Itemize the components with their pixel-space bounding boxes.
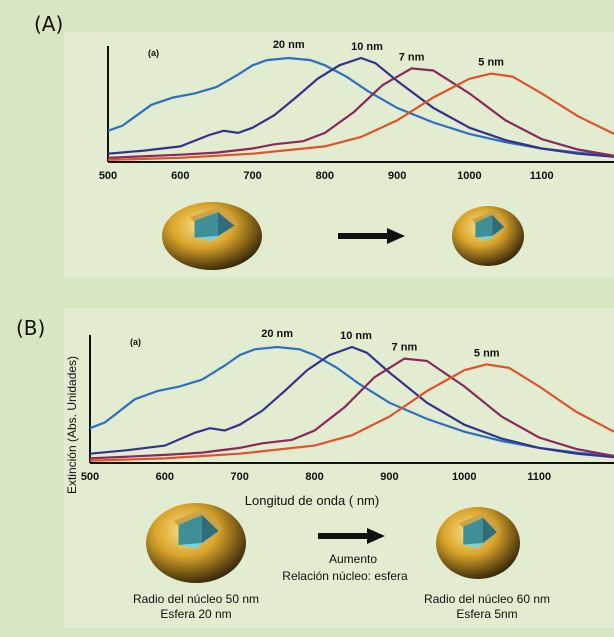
panel-a: (A) 500 600 700 800 900 1000 1100 20 nm 10 nm 7 n…	[0, 0, 614, 285]
x-tick-label: 600	[171, 170, 189, 182]
series-label: 10 nm	[351, 41, 383, 53]
series-label: 7 nm	[399, 51, 425, 63]
arrow-icon	[318, 528, 385, 544]
series-line-10nm	[107, 56, 614, 158]
series-line-7nm	[89, 357, 614, 460]
arrow-caption-line1: Aumento	[329, 552, 377, 566]
x-tick-label: 800	[316, 170, 334, 182]
x-tick-label: 600	[156, 471, 174, 483]
shell-right-line1: Radio del núcleo 60 nm	[424, 592, 550, 606]
series-line-5nm	[107, 72, 614, 161]
panel-b-label: (B)	[16, 316, 46, 340]
series-label: 5 nm	[474, 347, 500, 359]
x-tick-label: 1100	[530, 170, 554, 182]
shell-illustration-left	[162, 202, 262, 270]
series-line-20nm	[89, 345, 614, 458]
x-tick-label: 900	[388, 170, 406, 182]
series-line-7nm	[107, 67, 614, 159]
shell-left-line1: Radio del núcleo 50 nm	[133, 592, 259, 606]
series-label: 10 nm	[340, 330, 372, 342]
x-tick-label: 1000	[457, 170, 481, 182]
x-tick-label: 800	[305, 471, 323, 483]
shell-right-line2: Esfera 5nm	[456, 607, 517, 621]
y-axis-label: Extinción (Abs. Unidades)	[65, 356, 79, 494]
arrow-caption-line2: Relación núcleo: esfera	[282, 569, 408, 583]
chart-b: 500 600 700 800 900 1000 1100 20 nm 10 nm 7 nm 5 n…	[65, 328, 614, 621]
x-tick-label: 700	[243, 170, 261, 182]
x-tick-label: 500	[81, 471, 99, 483]
arrow-icon	[338, 228, 405, 244]
panel-tag: (a)	[130, 337, 141, 347]
x-tick-label: 700	[231, 471, 249, 483]
shell-illustration-right	[436, 507, 520, 579]
panel-tag: (a)	[148, 48, 159, 58]
x-axis-label: Longitud de onda ( nm)	[245, 493, 379, 508]
series-line-5nm	[89, 363, 614, 462]
series-label: 20 nm	[273, 39, 305, 51]
series-line-20nm	[107, 56, 614, 157]
panel-b-background	[64, 308, 614, 628]
x-tick-label: 500	[99, 170, 117, 182]
panel-a-label: (A)	[34, 12, 64, 36]
x-tick-label: 1100	[527, 471, 551, 483]
shell-illustration-left	[146, 503, 246, 583]
shell-illustration-right	[452, 206, 524, 266]
series-label: 20 nm	[261, 328, 293, 340]
panel-b: (B) 500 600 700 800 900 1000 1100 20 nm 10 nm 7 n…	[0, 300, 614, 637]
series-line-10nm	[89, 345, 614, 459]
x-tick-label: 1000	[452, 471, 476, 483]
chart-a: 500 600 700 800 900 1000 1100 20 nm 10 nm 7 nm 5 n…	[99, 39, 614, 270]
series-label: 5 nm	[478, 57, 504, 69]
x-tick-label: 900	[380, 471, 398, 483]
shell-left-line2: Esfera 20 nm	[160, 607, 231, 621]
series-label: 7 nm	[392, 342, 418, 354]
